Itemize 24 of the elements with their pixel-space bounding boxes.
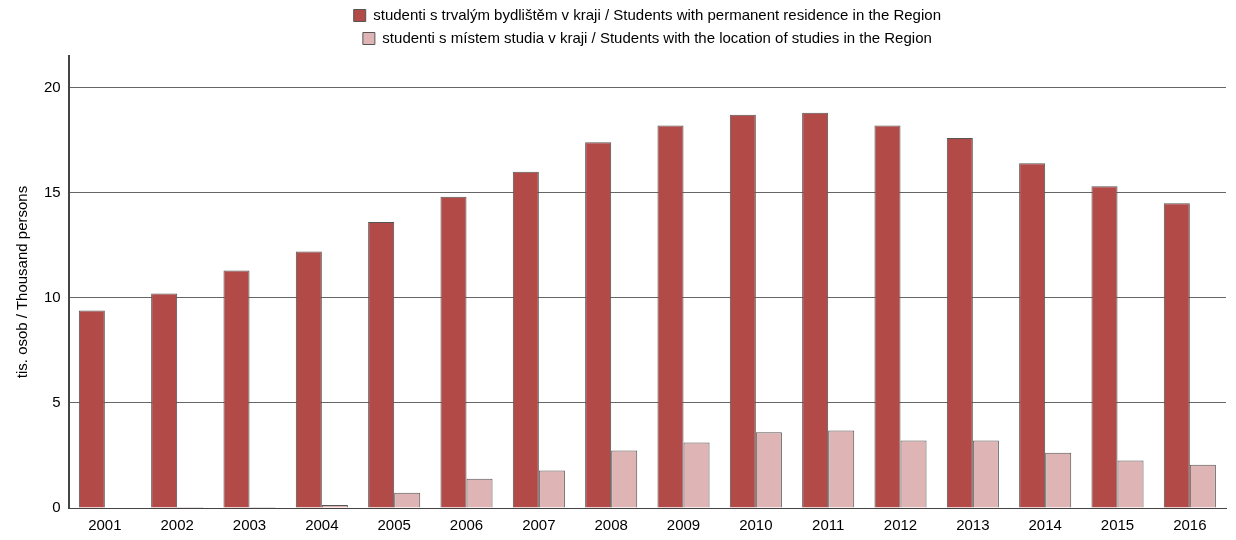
x-tick-label: 2013: [956, 516, 990, 534]
x-tick-label: 2012: [883, 516, 918, 534]
legend-label: studenti s trvalým bydlištěm v kraji / Students with permanent residence in the Region: [373, 5, 941, 23]
x-tick-label: 2003: [232, 516, 267, 534]
x-tick-label: 2001: [88, 516, 122, 534]
y-tick-label: 15: [44, 182, 61, 200]
y-tick-label: 0: [52, 498, 61, 516]
x-tick-label: 2015: [1100, 516, 1135, 534]
x-tick-label: 2016: [1173, 516, 1207, 534]
y-tick-label: 10: [44, 287, 61, 305]
y-tick-label: 5: [52, 393, 61, 411]
x-tick-label: 2010: [739, 516, 773, 534]
legend-label: studenti s místem studia v kraji / Students with the location of studies in the Region: [382, 28, 932, 46]
x-tick-label: 2008: [594, 516, 628, 534]
x-tick-label: 2014: [1028, 516, 1062, 534]
y-tick-label: 20: [44, 77, 61, 95]
x-tick-label: 2002: [160, 516, 194, 534]
y-axis-title: tis. osob / Thousand persons: [13, 185, 31, 379]
x-tick-label: 2005: [377, 516, 411, 534]
x-tick-label: 2009: [666, 516, 701, 534]
x-tick-label: 2004: [305, 516, 339, 534]
x-tick-label: 2006: [449, 516, 484, 534]
x-tick-label: 2011: [812, 516, 845, 534]
x-tick-label: 2007: [522, 516, 556, 534]
